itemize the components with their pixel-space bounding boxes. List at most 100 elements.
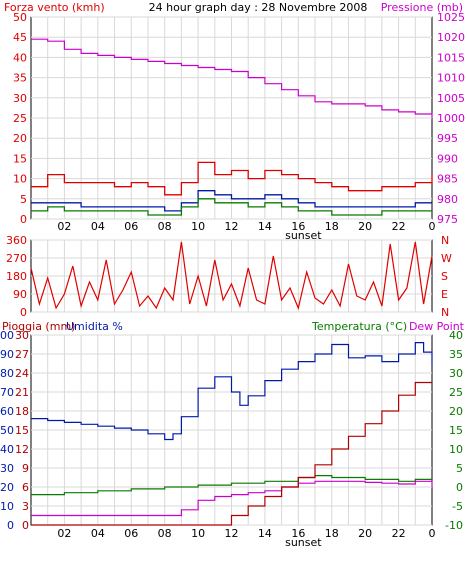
direction-tick-label: 360: [6, 234, 27, 247]
compass-tick-label: N: [441, 306, 449, 319]
wind-tick-label: 45: [13, 31, 27, 44]
series-wind-line: [31, 161, 433, 196]
pressure-tick-label: 1015: [437, 51, 465, 64]
x-tick-label: 06: [124, 220, 138, 233]
rain-tick-label: 24: [15, 367, 29, 380]
x-tick-label: 22: [392, 220, 406, 233]
compass-tick-label: S: [441, 270, 448, 283]
x-tick-label: 0: [429, 220, 436, 233]
rain-axis-title: Pioggia (mm): [2, 320, 75, 333]
rain-tick-label: 9: [22, 462, 29, 475]
pressure-tick-label: 985: [437, 173, 458, 186]
series-wind-direction-line: [30, 241, 433, 310]
wind-tick-label: 10: [13, 173, 27, 186]
series-wind-line: [31, 190, 432, 212]
wind-tick-label: 20: [13, 132, 27, 145]
temperature-tick-label: 35: [449, 348, 463, 361]
humidity-tick-label: 30: [0, 462, 14, 475]
temperature-tick-label: 5: [456, 462, 463, 475]
rain-tick-label: 6: [22, 481, 29, 494]
series-rain-line: [31, 381, 432, 526]
series-wind-line: [31, 198, 432, 216]
humidity-tick-label: 40: [0, 443, 14, 456]
x-tick-label: 14: [258, 220, 272, 233]
wind-tick-label: 0: [20, 213, 27, 226]
x-tick-label: 02: [57, 220, 71, 233]
pressure-tick-label: 1000: [437, 112, 465, 125]
dewpoint-axis-title: Dew Point: [409, 320, 465, 333]
direction-tick-label: 180: [6, 270, 27, 283]
temperature-tick-label: 0: [456, 481, 463, 494]
wind-axis-title: Forza vento (kmh): [4, 1, 105, 14]
pressure-tick-label: 975: [437, 213, 458, 226]
pressure-tick-label: 1005: [437, 92, 465, 105]
temperature-tick-label: 40: [449, 329, 463, 342]
x-tick-label: 16: [291, 220, 305, 233]
direction-tick-label: 0: [20, 306, 27, 319]
x-tick-label: 12: [225, 527, 239, 540]
pressure-tick-label: 990: [437, 152, 458, 165]
pressure-tick-label: 995: [437, 132, 458, 145]
x-tick-label: 16: [291, 527, 305, 540]
temperature-tick-label: -10: [445, 519, 463, 532]
wind-tick-label: 40: [13, 51, 27, 64]
rain-tick-label: 21: [15, 386, 29, 399]
pressure-axis-title: Pressione (mb): [381, 1, 463, 14]
wind-tick-label: 5: [20, 193, 27, 206]
humidity-tick-label: 0: [7, 519, 14, 532]
x-tick-label: 0: [429, 527, 436, 540]
pressure-tick-label: 1025: [437, 11, 465, 24]
temperature-tick-label: 20: [449, 405, 463, 418]
series-pressure-line: [31, 38, 433, 118]
humidity-tick-label: 60: [0, 405, 14, 418]
x-tick-label: 14: [258, 527, 272, 540]
temperature-tick-label: 30: [449, 367, 463, 380]
wind-tick-label: 25: [13, 112, 27, 125]
x-tick-label: 12: [225, 220, 239, 233]
wind-tick-label: 50: [13, 11, 27, 24]
temperature-tick-label: -5: [452, 500, 463, 513]
humidity-tick-label: 50: [0, 424, 14, 437]
humidity-tick-label: 90: [0, 348, 14, 361]
x-tick-label: 22: [392, 527, 406, 540]
humidity-tick-label: 80: [0, 367, 14, 380]
x-tick-label: 10: [191, 220, 205, 233]
wind-tick-label: 35: [13, 72, 27, 85]
temperature-tick-label: 15: [449, 424, 463, 437]
rain-tick-label: 27: [15, 348, 29, 361]
wind-tick-label: 15: [13, 152, 27, 165]
chart-title: 24 hour graph day : 28 Novembre 2008: [149, 1, 368, 14]
x-tick-label: 18: [325, 220, 339, 233]
rain-tick-label: 3: [22, 500, 29, 513]
x-tick-label: 08: [158, 527, 172, 540]
sunset-label: sunset: [285, 536, 322, 549]
humidity-tick-label: 100: [0, 329, 14, 342]
pressure-tick-label: 980: [437, 193, 458, 206]
x-tick-label: 18: [325, 527, 339, 540]
direction-tick-label: 90: [13, 288, 27, 301]
series-temperature-line: [31, 475, 432, 496]
x-tick-label: 04: [91, 527, 105, 540]
temperature-axis-title: Temperatura (°C): [311, 320, 407, 333]
rain-tick-label: 30: [15, 329, 29, 342]
pressure-tick-label: 1010: [437, 72, 465, 85]
humidity-axis-title: Umidita %: [66, 320, 123, 333]
x-tick-label: 06: [124, 527, 138, 540]
compass-tick-label: N: [441, 234, 449, 247]
x-tick-label: 10: [191, 527, 205, 540]
rain-tick-label: 12: [15, 443, 29, 456]
temperature-tick-label: 25: [449, 386, 463, 399]
compass-tick-label: W: [441, 252, 452, 265]
x-tick-label: 20: [358, 220, 372, 233]
x-tick-label: 08: [158, 220, 172, 233]
pressure-tick-label: 1020: [437, 31, 465, 44]
direction-tick-label: 270: [6, 252, 27, 265]
humidity-tick-label: 20: [0, 481, 14, 494]
compass-tick-label: E: [441, 288, 448, 301]
rain-tick-label: 0: [22, 519, 29, 532]
series-humidity-line: [31, 342, 433, 441]
temperature-tick-label: 10: [449, 443, 463, 456]
sunset-label: sunset: [285, 229, 322, 242]
